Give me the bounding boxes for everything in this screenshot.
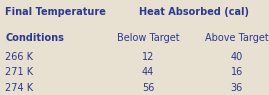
Text: 16: 16: [231, 67, 243, 77]
Text: 40: 40: [231, 52, 243, 62]
Text: Above Target: Above Target: [205, 33, 268, 43]
Text: 271 K: 271 K: [5, 67, 34, 77]
Text: Heat Absorbed (cal): Heat Absorbed (cal): [139, 7, 249, 17]
Text: 36: 36: [231, 83, 243, 93]
Text: 274 K: 274 K: [5, 83, 34, 93]
Text: 44: 44: [142, 67, 154, 77]
Text: 266 K: 266 K: [5, 52, 33, 62]
Text: Below Target: Below Target: [117, 33, 179, 43]
Text: 12: 12: [142, 52, 154, 62]
Text: Conditions: Conditions: [5, 33, 64, 43]
Text: Final Temperature: Final Temperature: [5, 7, 106, 17]
Text: 56: 56: [142, 83, 154, 93]
